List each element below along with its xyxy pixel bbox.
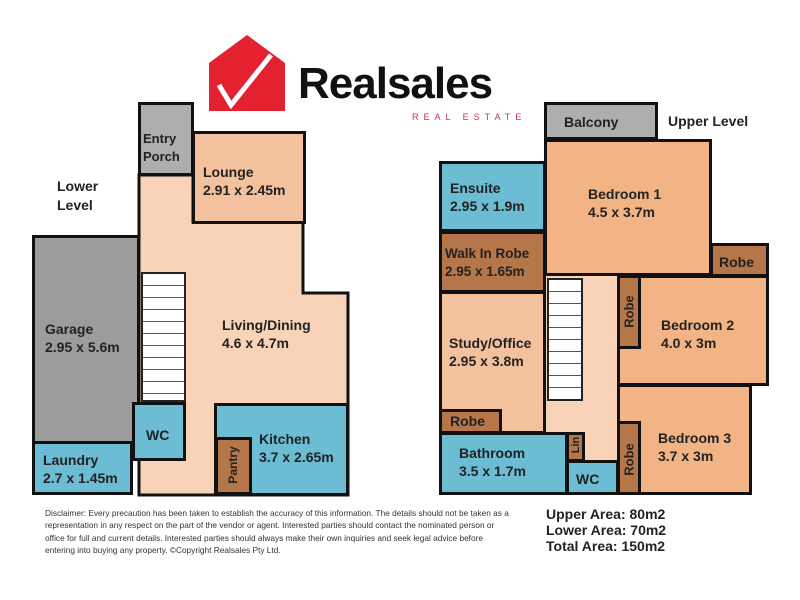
- room-lounge: [192, 131, 306, 224]
- stairs-upper: [547, 278, 583, 401]
- robe-bedroom-3-label: Robe: [621, 443, 637, 476]
- room-bathroom: [439, 432, 568, 495]
- laundry-size: 2.7 x 1.45m: [43, 470, 118, 486]
- room-robe-study: [439, 409, 502, 434]
- laundry-name: Laundry: [43, 452, 99, 468]
- bedroom-2-label: Bedroom 2 4.0 x 3m: [661, 316, 734, 352]
- kitchen-label: Kitchen 3.7 x 2.65m: [259, 430, 334, 466]
- garage-label: Garage 2.95 x 5.6m: [45, 320, 120, 356]
- house-check-logo-icon: [209, 35, 285, 111]
- total-area: Total Area: 150m2: [546, 538, 666, 554]
- study-label: Study/Office 2.95 x 3.8m: [449, 334, 531, 370]
- study-size: 2.95 x 3.8m: [449, 353, 524, 369]
- bathroom-size: 3.5 x 1.7m: [459, 463, 526, 479]
- ensuite-size: 2.95 x 1.9m: [450, 198, 525, 214]
- living-dining-name: Living/Dining: [222, 317, 311, 333]
- garage-size: 2.95 x 5.6m: [45, 339, 120, 355]
- lower-area: Lower Area: 70m2: [546, 522, 667, 538]
- room-ensuite: [439, 161, 546, 232]
- robe-bedroom-2-label: Robe: [621, 295, 637, 328]
- walk-in-robe-label: Walk In Robe 2.95 x 1.65m: [445, 245, 529, 281]
- lower-level-title-line1: Lower: [57, 178, 99, 194]
- wc-upper-label: WC: [576, 471, 600, 487]
- entry-porch-line2: Porch: [143, 149, 180, 164]
- walk-in-robe-size: 2.95 x 1.65m: [445, 264, 525, 279]
- ensuite-name: Ensuite: [450, 180, 501, 196]
- room-entry-porch: [138, 102, 194, 176]
- room-pantry: [215, 437, 252, 495]
- room-wc-upper: [566, 460, 619, 495]
- garage-name: Garage: [45, 321, 94, 337]
- upper-level-title: Upper Level: [668, 113, 749, 129]
- bathroom-label: Bathroom 3.5 x 1.7m: [459, 444, 526, 480]
- lounge-label: Lounge 2.91 x 2.45m: [203, 163, 286, 199]
- living-dining-label: Living/Dining 4.6 x 4.7m: [222, 316, 311, 352]
- lower-level-title: Lower Level: [57, 177, 98, 215]
- bedroom-2-size: 4.0 x 3m: [661, 335, 717, 351]
- room-robe-bedroom-1: [710, 243, 769, 277]
- balcony-label: Balcony: [564, 114, 619, 130]
- entry-porch-label: Entry Porch: [143, 130, 180, 166]
- room-robe-bedroom-2: [617, 275, 641, 349]
- area-summary: Upper Area: 80m2 Lower Area: 70m2 Total …: [546, 506, 666, 554]
- bedroom-3-label: Bedroom 3 3.7 x 3m: [658, 429, 731, 465]
- stairs-lower: [141, 272, 186, 402]
- bathroom-name: Bathroom: [459, 445, 526, 461]
- logo-brand: Realsales: [298, 59, 493, 108]
- room-balcony: [544, 102, 658, 140]
- laundry-label: Laundry 2.7 x 1.45m: [43, 451, 118, 487]
- room-bedroom-1: [544, 139, 712, 276]
- entry-porch-line1: Entry: [143, 131, 177, 146]
- walk-in-robe-name: Walk In Robe: [445, 246, 530, 261]
- pantry-label: Pantry: [226, 446, 240, 484]
- bedroom-1-label: Bedroom 1 4.5 x 3.7m: [588, 185, 661, 221]
- ensuite-label: Ensuite 2.95 x 1.9m: [450, 179, 525, 215]
- lounge-size: 2.91 x 2.45m: [203, 182, 286, 198]
- logo: Realsales REAL ESTATE: [207, 33, 537, 123]
- lounge-name: Lounge: [203, 164, 254, 180]
- study-name: Study/Office: [449, 335, 532, 351]
- room-wc-lower: [132, 402, 186, 461]
- logo-tagline: REAL ESTATE: [412, 112, 527, 122]
- robe-bedroom-1-label: Robe: [719, 254, 754, 270]
- living-dining-size: 4.6 x 4.7m: [222, 335, 289, 351]
- room-laundry: [32, 441, 133, 495]
- bedroom-2-name: Bedroom 2: [661, 317, 735, 333]
- bedroom-1-name: Bedroom 1: [588, 186, 662, 202]
- lower-level-title-line2: Level: [57, 197, 93, 213]
- bedroom-3-name: Bedroom 3: [658, 430, 732, 446]
- room-robe-bedroom-3: [617, 421, 641, 495]
- wc-lower-label: WC: [146, 427, 170, 443]
- kitchen-size: 3.7 x 2.65m: [259, 449, 334, 465]
- linen-label: Lin: [570, 436, 582, 454]
- bedroom-1-size: 4.5 x 3.7m: [588, 204, 655, 220]
- upper-area: Upper Area: 80m2: [546, 506, 666, 522]
- kitchen-name: Kitchen: [259, 431, 311, 447]
- robe-study-label: Robe: [450, 413, 485, 429]
- bedroom-3-size: 3.7 x 3m: [658, 448, 714, 464]
- room-walk-in-robe: [439, 231, 546, 293]
- disclaimer: Disclaimer: Every precaution has been ta…: [45, 508, 509, 555]
